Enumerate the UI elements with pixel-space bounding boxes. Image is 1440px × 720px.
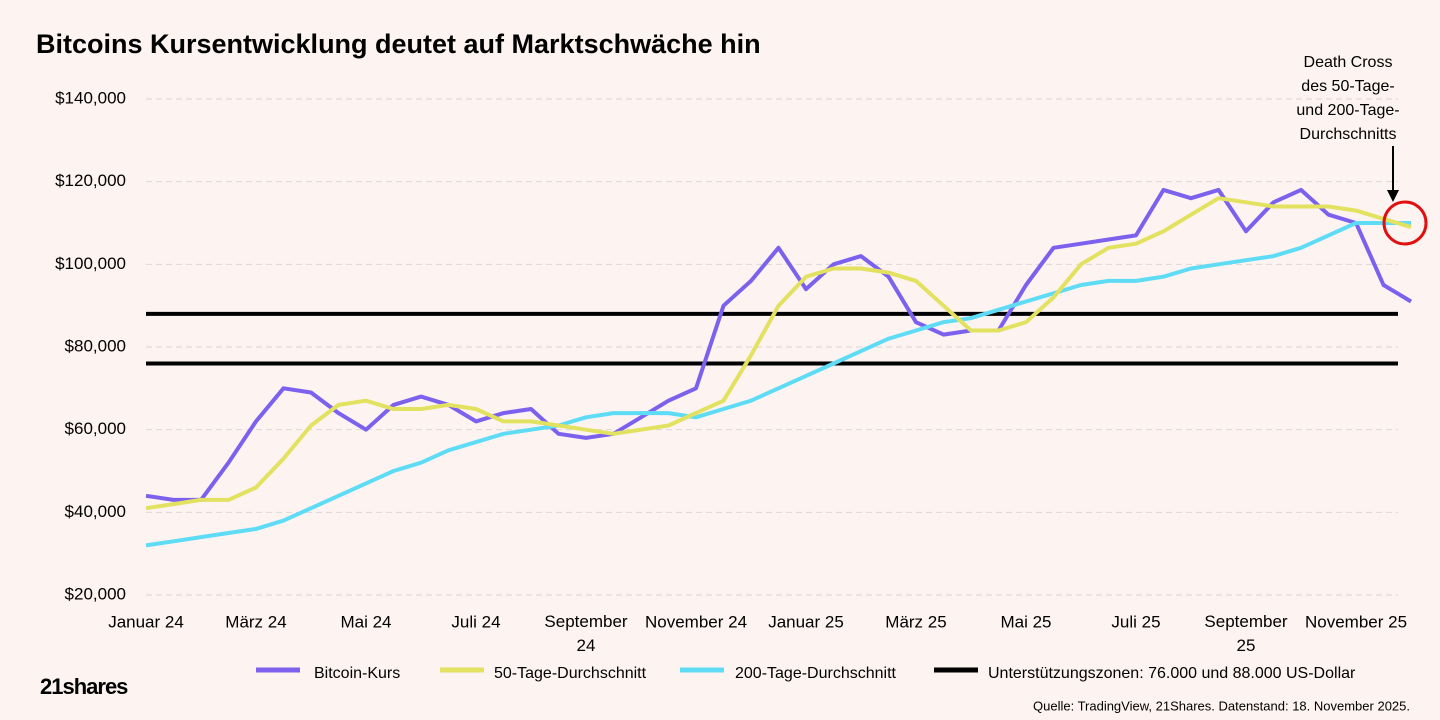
x-tick-label: November 24: [645, 612, 747, 631]
y-tick-label: $140,000: [55, 88, 126, 107]
series-line: [145, 196, 1412, 511]
x-tick-label: Januar 24: [108, 612, 184, 631]
annotation: Death Cross: [1304, 54, 1393, 71]
series-line: [145, 221, 1411, 548]
legend-label: 200-Tage-Durchschnitt: [735, 665, 897, 682]
x-tick-label: Juli 24: [451, 612, 500, 631]
x-tick-label: Mai 24: [340, 612, 391, 631]
logo: 21shares: [40, 674, 128, 699]
x-tick-label: März 24: [225, 612, 286, 631]
y-tick-label: $40,000: [65, 502, 126, 521]
chart-title: Bitcoins Kursentwicklung deutet auf Mark…: [36, 29, 761, 59]
annotation: Durchschnitts: [1300, 126, 1397, 143]
x-tick-label: Januar 25: [768, 612, 844, 631]
x-tick-label: November 25: [1305, 612, 1407, 631]
legend-label: Bitcoin-Kurs: [314, 665, 400, 682]
y-tick-label: $60,000: [65, 419, 126, 438]
x-tick-label: September 25: [1204, 612, 1287, 655]
x-tick-label: Juli 25: [1111, 612, 1160, 631]
x-tick-label: Mai 25: [1000, 612, 1051, 631]
legend-label: 50-Tage-Durchschnitt: [494, 665, 647, 682]
series-line: [145, 187, 1413, 502]
legend-label: Unterstützungszonen: 76.000 und 88.000 U…: [988, 665, 1356, 682]
y-tick-label: $80,000: [65, 336, 126, 355]
y-tick-label: $120,000: [55, 171, 126, 190]
arrow-head: [1387, 190, 1399, 202]
x-tick-label: September 24: [544, 612, 627, 655]
highlight-circle: [1382, 200, 1428, 246]
annotation: des 50-Tage-: [1301, 78, 1394, 95]
y-tick-label: $100,000: [55, 254, 126, 273]
y-tick-label: $20,000: [65, 584, 126, 603]
source: Quelle: TradingView, 21Shares. Datenstan…: [1033, 698, 1410, 713]
x-tick-label: März 25: [885, 612, 946, 631]
annotation: und 200-Tage-: [1296, 102, 1399, 119]
